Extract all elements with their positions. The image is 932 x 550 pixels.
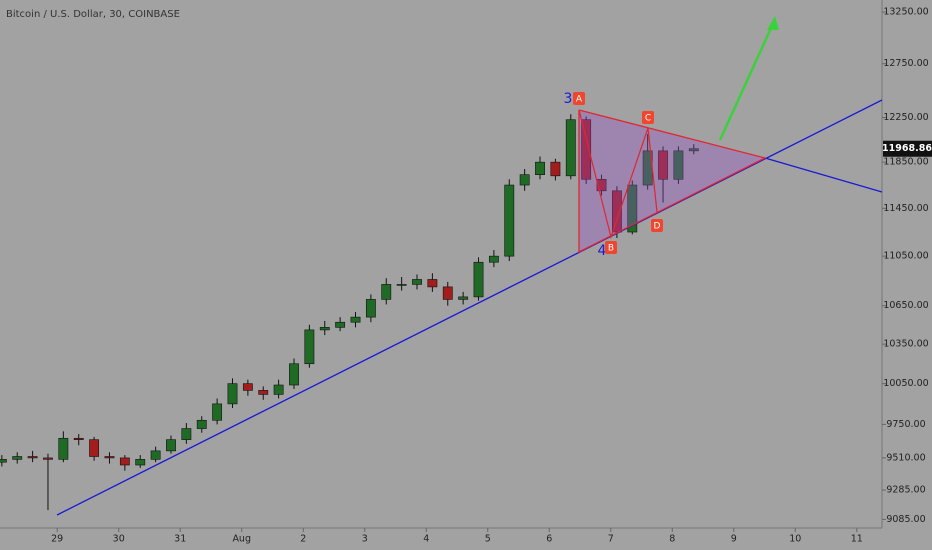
y-tick-label: 9085.00 (886, 514, 925, 525)
candle-body (504, 184, 515, 257)
x-tick-label: 11 (851, 534, 863, 545)
y-tick-label: 10650.00 (883, 300, 928, 311)
x-tick-label: 4 (423, 534, 429, 545)
candle-body (442, 286, 453, 300)
candle-body (227, 383, 238, 405)
candle-body (58, 437, 69, 460)
x-tick-label: 31 (174, 534, 186, 545)
point-label: C (645, 114, 651, 124)
last-price-box (883, 140, 932, 157)
wave-label: 4 (598, 243, 607, 259)
x-tick-label: 10 (789, 534, 801, 545)
candle-body (412, 279, 422, 285)
point-badge (642, 111, 654, 124)
candle-body (688, 148, 699, 152)
candle-body (119, 457, 130, 466)
drawings: 3 4 A B C D (56, 16, 883, 516)
candle-body (212, 403, 223, 421)
x-tick-label: 2 (300, 534, 306, 545)
x-tick-label: Aug (232, 534, 251, 545)
candle-body (196, 419, 207, 429)
candle-body (319, 327, 330, 331)
trendline (56, 99, 883, 516)
candle-body (273, 384, 284, 395)
candle-body (519, 174, 530, 186)
candle-body (581, 119, 592, 180)
candle-body (104, 456, 115, 459)
x-tick-label: 7 (608, 534, 614, 545)
candle-body (365, 299, 376, 318)
x-tick-label: 3 (362, 534, 368, 545)
y-tick-label: 11450.00 (883, 203, 928, 214)
candle-body (473, 261, 484, 298)
x-tick-label: 8 (669, 534, 675, 545)
candle-body (565, 119, 576, 177)
candle-body (43, 457, 53, 460)
y-tick-label: 10350.00 (883, 339, 928, 350)
candle-body (427, 279, 438, 288)
y-tick-label: 10050.00 (883, 378, 928, 389)
point-badge (573, 92, 585, 105)
x-tick-label: 9 (731, 534, 737, 545)
y-tick-label: 13250.00 (883, 7, 928, 18)
point-badge (651, 219, 663, 232)
candle-body (289, 363, 299, 386)
point-label: A (576, 95, 583, 105)
candle-body (535, 161, 545, 175)
arrow (718, 25, 774, 141)
last-price-label: 11968.86 (882, 143, 932, 154)
candle-body (258, 390, 269, 395)
candle-body (150, 450, 161, 460)
candle-body (135, 459, 146, 466)
wave-label: 3 (564, 91, 573, 107)
candles (0, 114, 699, 511)
candle-body (658, 150, 668, 180)
candle-body (73, 437, 84, 440)
y-tick-label: 9285.00 (886, 485, 925, 496)
point-label: B (608, 244, 614, 254)
candle-body (242, 383, 253, 391)
abcd-pattern (578, 109, 658, 240)
x-tick-label: 30 (113, 534, 125, 545)
y-tick-label: 11850.00 (883, 157, 928, 168)
x-tick-label: 6 (546, 534, 552, 545)
candle-body (166, 439, 176, 452)
chart-title: Bitcoin / U.S. Dollar, 30, COINBASE (6, 9, 180, 20)
y-tick-label: 11050.00 (883, 251, 928, 262)
candle-body (89, 439, 100, 457)
candle-body (27, 456, 38, 459)
candle-body (488, 255, 499, 263)
candle-body (396, 284, 407, 286)
x-tick-label: 5 (485, 534, 491, 545)
y-tick-label: 12750.00 (883, 58, 928, 69)
candle-body (381, 284, 392, 300)
arrow-head (767, 16, 779, 30)
candle-body (550, 161, 561, 177)
candle-body (611, 190, 622, 233)
y-tick-label: 9750.00 (886, 419, 925, 430)
y-tick-label: 9510.00 (886, 452, 925, 463)
candle-body (458, 296, 469, 300)
candle-body (673, 150, 684, 180)
trendline (764, 157, 883, 193)
candle-body (304, 329, 315, 365)
candle-body (181, 428, 192, 440)
triangle-fill (579, 110, 765, 252)
candle-body (350, 316, 361, 323)
triangle-outline (578, 109, 767, 254)
candle-body (335, 321, 346, 328)
candle-body (627, 184, 638, 233)
candle-body (596, 178, 607, 192)
candle-body (0, 459, 7, 463)
point-badge (605, 241, 617, 254)
candle-body (12, 456, 23, 460)
y-tick-label: 12250.00 (883, 112, 928, 123)
point-label: D (654, 222, 661, 232)
x-tick-label: 29 (51, 534, 63, 545)
